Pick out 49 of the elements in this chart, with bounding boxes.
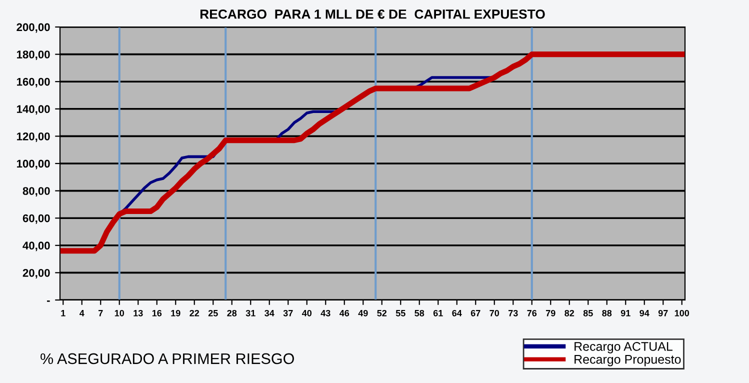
y-tick-label: 200,00	[16, 23, 50, 33]
x-tick-label: 1	[61, 310, 66, 316]
y-tick-label: 60,00	[22, 214, 50, 224]
y-tick-label: 20,00	[22, 268, 50, 278]
x-tick-label: 52	[377, 310, 387, 316]
x-tick-label: 79	[546, 310, 556, 316]
x-tick-label: 55	[396, 310, 406, 316]
x-tick-label: 64	[452, 310, 462, 316]
x-tick-label: 16	[152, 310, 162, 316]
x-tick-label: 10	[114, 310, 124, 316]
x-tick-label: 28	[227, 310, 237, 316]
y-tick-label: -	[47, 300, 50, 302]
y-tick-label: 80,00	[22, 187, 50, 197]
y-tick-label: 120,00	[16, 132, 50, 142]
x-tick-label: 49	[358, 310, 368, 316]
y-tick-label: 140,00	[16, 105, 50, 115]
y-tick-label: 160,00	[16, 78, 50, 88]
y-tick-label: 40,00	[22, 242, 50, 252]
x-tick-label: 100	[674, 310, 690, 316]
x-tick-label: 7	[98, 310, 103, 316]
x-tick-label: 46	[339, 310, 350, 316]
x-tick-label: 76	[527, 310, 537, 316]
x-tick-label: 40	[302, 310, 312, 316]
x-tick-label: 58	[414, 310, 424, 316]
y-tick-label: 100,00	[16, 160, 50, 170]
x-tick-label: 67	[470, 310, 480, 316]
x-tick-label: 73	[508, 310, 518, 316]
chart-title: RECARGO PARA 1 MLL DE € DE CAPITAL EXPUESTO	[200, 9, 545, 19]
x-tick-label: 97	[658, 310, 668, 316]
legend-label: Recargo ACTUAL	[574, 342, 672, 354]
x-axis-title: % ASEGURADO A PRIMER RIESGO	[40, 353, 294, 364]
y-tick-label: 180,00	[16, 50, 50, 60]
x-tick-label: 19	[171, 310, 180, 316]
x-tick-label: 91	[620, 310, 630, 316]
x-tick-label: 37	[283, 310, 293, 316]
x-tick-label: 4	[80, 310, 84, 316]
x-tick-label: 70	[490, 310, 500, 316]
x-tick-label: 22	[190, 310, 200, 316]
x-tick-label: 85	[583, 310, 593, 316]
x-tick-label: 82	[564, 310, 574, 316]
x-tick-label: 94	[640, 310, 650, 316]
x-tick-label: 25	[208, 310, 218, 316]
x-tick-label: 13	[134, 310, 143, 316]
x-tick-label: 31	[246, 310, 256, 316]
x-tick-label: 61	[433, 310, 443, 316]
x-tick-label: 34	[264, 310, 274, 316]
x-tick-label: 43	[320, 310, 330, 316]
x-tick-label: 88	[602, 310, 612, 316]
legend-label: Recargo Propuesto	[574, 355, 681, 366]
